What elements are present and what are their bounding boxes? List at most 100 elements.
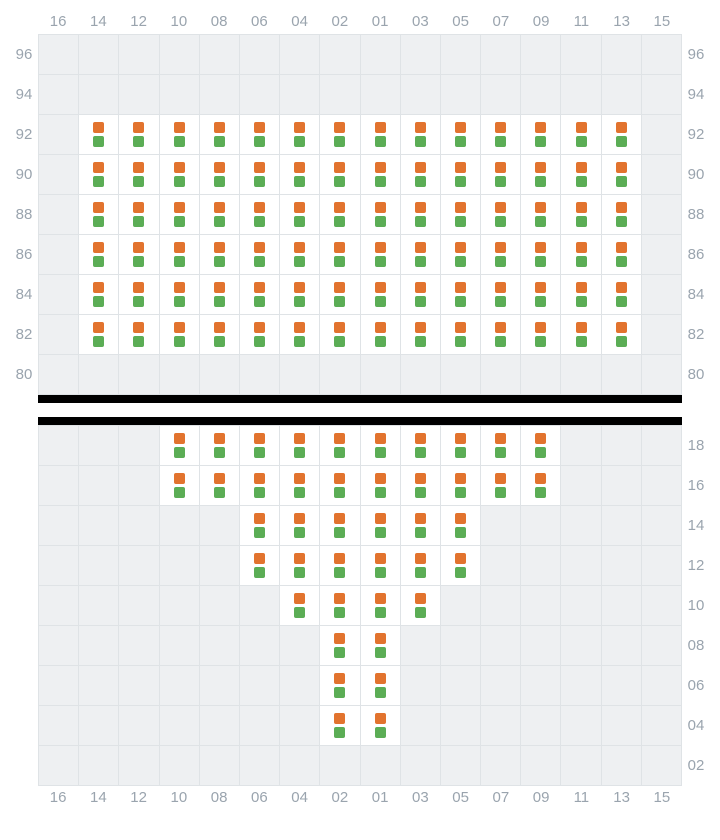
seat-cell[interactable] [160,115,200,155]
seat-cell[interactable] [481,426,521,466]
seat-cell[interactable] [561,315,601,355]
seat-cell[interactable] [481,235,521,275]
seat-cell[interactable] [200,275,240,315]
seat-cell[interactable] [361,315,401,355]
seat-cell[interactable] [441,466,481,506]
seat-cell[interactable] [160,195,200,235]
seat-cell[interactable] [119,275,159,315]
seat-cell[interactable] [602,275,642,315]
seat-cell[interactable] [240,466,280,506]
seat-cell[interactable] [320,315,360,355]
seat-cell[interactable] [481,115,521,155]
seat-cell[interactable] [521,275,561,315]
seat-cell[interactable] [160,466,200,506]
seat-cell[interactable] [361,466,401,506]
seat-cell[interactable] [160,235,200,275]
seat-cell[interactable] [79,115,119,155]
seat-cell[interactable] [481,466,521,506]
seat-cell[interactable] [481,315,521,355]
seat-cell[interactable] [320,155,360,195]
seat-cell[interactable] [401,586,441,626]
seat-cell[interactable] [280,426,320,466]
seat-cell[interactable] [240,426,280,466]
seat-cell[interactable] [361,626,401,666]
seat-cell[interactable] [441,155,481,195]
seat-cell[interactable] [441,546,481,586]
seat-cell[interactable] [401,506,441,546]
seat-cell[interactable] [521,115,561,155]
seat-cell[interactable] [561,155,601,195]
seat-cell[interactable] [481,275,521,315]
seat-cell[interactable] [160,155,200,195]
seat-cell[interactable] [240,315,280,355]
seat-cell[interactable] [561,275,601,315]
seat-cell[interactable] [79,235,119,275]
seat-cell[interactable] [320,275,360,315]
seat-cell[interactable] [200,195,240,235]
seat-cell[interactable] [401,235,441,275]
seat-cell[interactable] [602,155,642,195]
seat-cell[interactable] [401,315,441,355]
seat-cell[interactable] [401,195,441,235]
seat-cell[interactable] [320,115,360,155]
seat-cell[interactable] [441,235,481,275]
seat-cell[interactable] [401,115,441,155]
seat-cell[interactable] [119,315,159,355]
seat-cell[interactable] [240,115,280,155]
seat-cell[interactable] [320,626,360,666]
seat-cell[interactable] [481,155,521,195]
seat-cell[interactable] [320,426,360,466]
seat-cell[interactable] [441,426,481,466]
seat-cell[interactable] [280,315,320,355]
seat-cell[interactable] [119,195,159,235]
seat-cell[interactable] [119,115,159,155]
seat-cell[interactable] [441,195,481,235]
seat-cell[interactable] [401,546,441,586]
seat-cell[interactable] [361,426,401,466]
seat-cell[interactable] [602,115,642,155]
seat-cell[interactable] [240,195,280,235]
seat-cell[interactable] [240,546,280,586]
seat-cell[interactable] [240,235,280,275]
seat-cell[interactable] [320,506,360,546]
seat-cell[interactable] [441,115,481,155]
seat-cell[interactable] [280,586,320,626]
seat-cell[interactable] [119,155,159,195]
seat-cell[interactable] [521,466,561,506]
seat-cell[interactable] [200,115,240,155]
seat-cell[interactable] [280,275,320,315]
seat-cell[interactable] [602,195,642,235]
seat-cell[interactable] [240,155,280,195]
seat-cell[interactable] [320,235,360,275]
seat-cell[interactable] [160,426,200,466]
seat-cell[interactable] [320,195,360,235]
seat-cell[interactable] [320,466,360,506]
seat-cell[interactable] [441,275,481,315]
seat-cell[interactable] [521,315,561,355]
seat-cell[interactable] [361,706,401,746]
seat-cell[interactable] [200,466,240,506]
seat-cell[interactable] [441,315,481,355]
seat-cell[interactable] [200,235,240,275]
seat-cell[interactable] [361,506,401,546]
seat-cell[interactable] [280,466,320,506]
seat-cell[interactable] [240,506,280,546]
seat-cell[interactable] [119,235,159,275]
seat-cell[interactable] [401,426,441,466]
seat-cell[interactable] [401,275,441,315]
seat-cell[interactable] [280,546,320,586]
seat-cell[interactable] [361,546,401,586]
seat-cell[interactable] [521,426,561,466]
seat-cell[interactable] [200,426,240,466]
seat-cell[interactable] [79,195,119,235]
seat-cell[interactable] [320,586,360,626]
seat-cell[interactable] [200,155,240,195]
seat-cell[interactable] [79,155,119,195]
seat-cell[interactable] [320,546,360,586]
seat-cell[interactable] [361,115,401,155]
seat-cell[interactable] [602,235,642,275]
seat-cell[interactable] [441,506,481,546]
seat-cell[interactable] [401,155,441,195]
seat-cell[interactable] [602,315,642,355]
seat-cell[interactable] [79,315,119,355]
